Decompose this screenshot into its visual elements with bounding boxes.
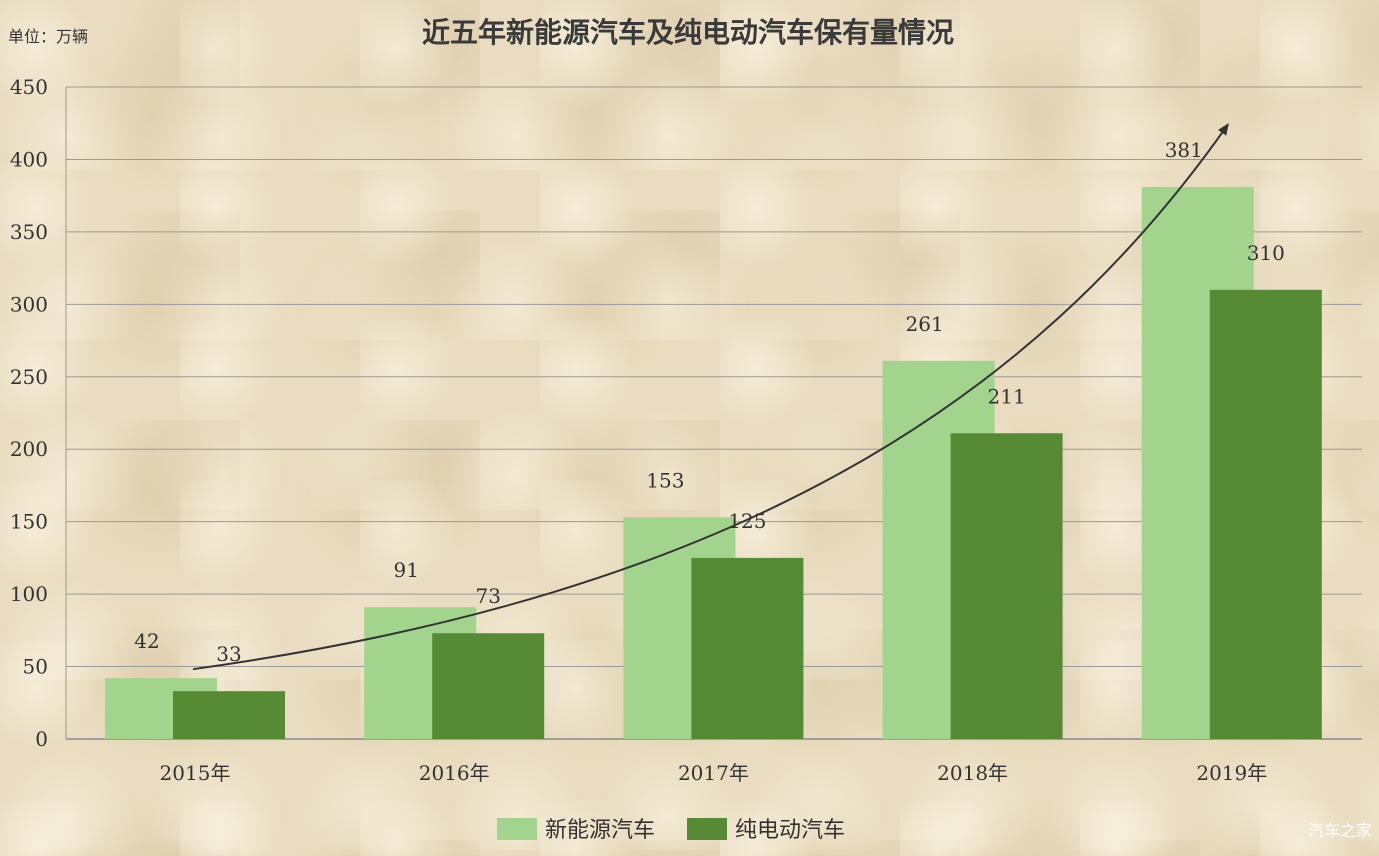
y-tick-label: 400 xyxy=(10,147,48,171)
y-tick-label: 450 xyxy=(10,75,48,99)
bars-group xyxy=(105,186,1322,739)
legend-swatch xyxy=(497,818,537,840)
watermark: 汽车之家 xyxy=(1308,821,1372,840)
y-tick-label: 350 xyxy=(10,220,48,244)
data-label: 91 xyxy=(393,558,418,582)
bar-bev-2 xyxy=(691,557,804,739)
y-axis: 0 50 100 150 200 250 300 350 400 450 xyxy=(10,75,48,751)
trend-arrow xyxy=(192,123,1229,671)
y-tick-label: 300 xyxy=(10,292,48,316)
x-tick-label: 2017年 xyxy=(678,761,749,785)
x-tick-label: 2018年 xyxy=(937,761,1008,785)
y-tick-label: 100 xyxy=(10,582,48,606)
legend-label: 新能源汽车 xyxy=(545,818,655,843)
chart-title: 近五年新能源汽车及纯电动汽车保有量情况 xyxy=(422,16,954,49)
x-tick-label: 2015年 xyxy=(160,761,231,785)
gridlines xyxy=(65,86,1362,740)
bar-bev-1 xyxy=(432,633,545,739)
data-label: 153 xyxy=(646,468,684,492)
legend: 新能源汽车 纯电动汽车 xyxy=(497,818,845,843)
data-label: 73 xyxy=(475,584,500,608)
legend-swatch xyxy=(687,818,727,840)
data-label: 381 xyxy=(1165,138,1203,162)
bar-bev-3 xyxy=(950,433,1063,739)
x-tick-label: 2019年 xyxy=(1196,761,1267,785)
y-tick-label: 200 xyxy=(10,437,48,461)
y-tick-label: 250 xyxy=(10,365,48,389)
x-tick-label: 2016年 xyxy=(419,761,490,785)
legend-label: 纯电动汽车 xyxy=(735,818,845,843)
x-axis: 2015年 2016年 2017年 2018年 2019年 xyxy=(160,761,1268,785)
data-label: 261 xyxy=(906,312,944,336)
unit-label: 单位：万辆 xyxy=(8,27,88,46)
data-label: 211 xyxy=(988,384,1026,408)
data-label: 310 xyxy=(1247,241,1285,265)
bar-bev-0 xyxy=(173,691,285,739)
y-tick-label: 50 xyxy=(23,655,48,679)
bar-bev-4 xyxy=(1209,289,1322,739)
data-label: 42 xyxy=(134,629,159,653)
y-tick-label: 150 xyxy=(10,510,48,534)
y-tick-label: 0 xyxy=(35,727,48,751)
